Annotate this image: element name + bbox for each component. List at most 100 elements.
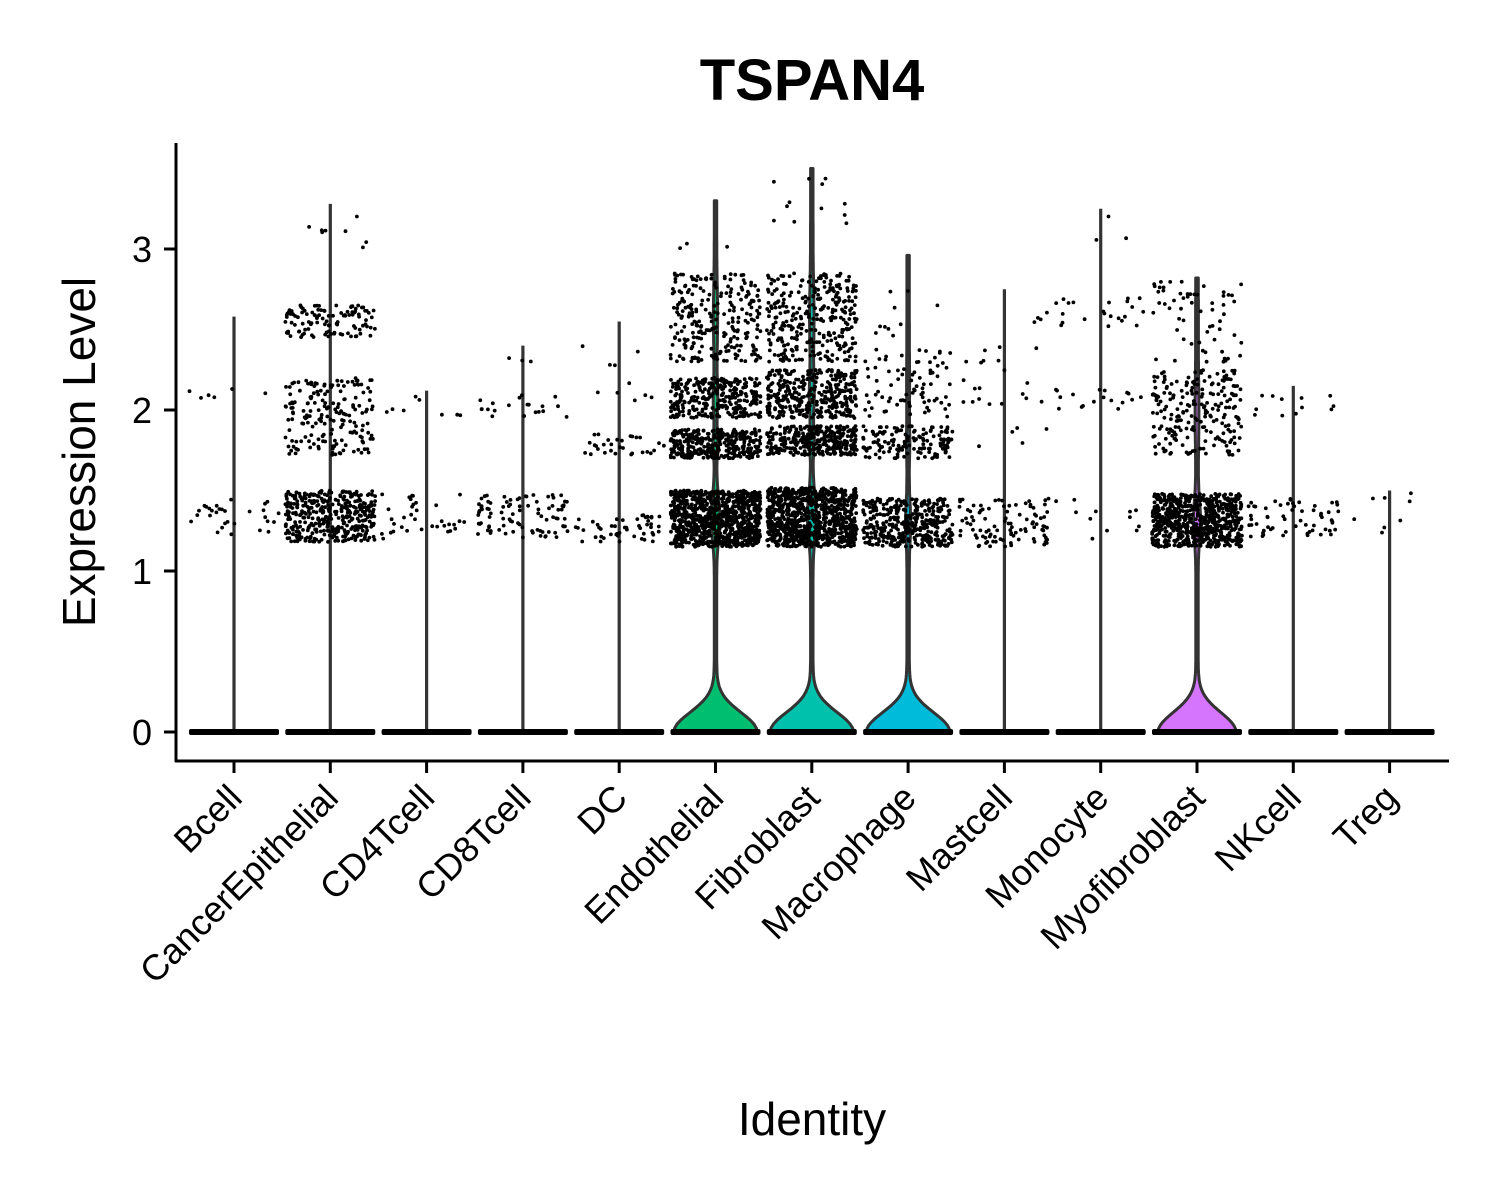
- data-point: [672, 493, 677, 497]
- data-point: [830, 307, 835, 312]
- data-point: [722, 358, 726, 363]
- data-point: [911, 528, 916, 533]
- data-point: [779, 293, 784, 298]
- data-point: [732, 335, 736, 339]
- data-point: [501, 516, 506, 521]
- data-point: [939, 542, 944, 547]
- data-point: [826, 306, 831, 310]
- data-point: [719, 428, 723, 433]
- data-point: [837, 501, 842, 506]
- data-point: [709, 272, 714, 277]
- data-point: [206, 393, 211, 398]
- data-point: [741, 502, 745, 507]
- data-point: [705, 520, 710, 525]
- data-point: [927, 500, 932, 505]
- data-point: [826, 490, 831, 495]
- data-point: [520, 525, 525, 530]
- data-point: [719, 291, 724, 296]
- data-point: [843, 488, 848, 493]
- data-point: [785, 512, 789, 517]
- data-point: [781, 321, 786, 325]
- data-point: [380, 492, 385, 497]
- data-point: [230, 387, 235, 391]
- data-point: [783, 405, 788, 409]
- data-point: [758, 329, 763, 334]
- data-point: [923, 509, 927, 513]
- data-point: [634, 435, 639, 440]
- data-point: [551, 515, 555, 519]
- data-point: [520, 393, 524, 398]
- data-point: [668, 503, 673, 508]
- data-point: [594, 444, 598, 448]
- data-point: [745, 330, 750, 335]
- data-point: [786, 323, 791, 328]
- data-point: [853, 295, 858, 300]
- data-point: [746, 289, 750, 294]
- data-point: [840, 451, 845, 456]
- data-point: [649, 522, 653, 526]
- data-point: [272, 520, 276, 524]
- data-point: [770, 434, 775, 439]
- data-point: [750, 352, 754, 357]
- data-point: [723, 384, 727, 389]
- data-point: [852, 432, 856, 436]
- data-point: [316, 517, 320, 522]
- data-point: [334, 442, 339, 446]
- data-point: [285, 311, 290, 316]
- data-point: [785, 204, 789, 209]
- data-point: [797, 524, 801, 529]
- data-point: [457, 519, 462, 524]
- data-point: [380, 532, 384, 536]
- data-point: [729, 287, 734, 291]
- data-point: [576, 517, 581, 522]
- data-point: [822, 285, 827, 289]
- points-CancerEpithelial: [283, 214, 377, 544]
- data-point: [754, 497, 758, 502]
- data-point: [455, 412, 460, 417]
- data-point: [583, 451, 587, 455]
- data-point: [307, 539, 312, 544]
- data-point: [350, 516, 355, 521]
- data-point: [310, 499, 314, 504]
- data-point: [757, 528, 762, 533]
- data-point: [740, 307, 744, 312]
- data-point: [711, 515, 716, 520]
- data-point: [683, 305, 688, 310]
- data-point: [342, 397, 347, 402]
- data-point: [783, 429, 787, 433]
- violin-group-Endothelial: [668, 199, 763, 735]
- data-point: [837, 410, 842, 415]
- data-point: [686, 448, 691, 453]
- data-point: [737, 528, 742, 533]
- data-point: [712, 433, 717, 437]
- data-point: [811, 447, 816, 452]
- data-point: [476, 513, 481, 517]
- data-point: [293, 520, 297, 525]
- data-point: [748, 402, 753, 407]
- data-point: [722, 440, 727, 445]
- data-point: [326, 540, 330, 544]
- data-point: [343, 443, 348, 448]
- data-point: [338, 389, 343, 394]
- data-point: [778, 326, 783, 331]
- data-point: [753, 430, 758, 435]
- data-point: [685, 502, 690, 506]
- data-point: [808, 539, 812, 544]
- violin-group-Macrophage: [861, 253, 955, 735]
- data-point: [820, 526, 825, 530]
- data-point: [702, 532, 706, 537]
- data-point: [817, 520, 822, 524]
- data-point: [817, 368, 822, 373]
- data-point: [332, 331, 337, 336]
- data-point: [700, 298, 705, 303]
- data-point: [479, 496, 484, 501]
- data-point: [487, 515, 492, 519]
- data-point: [777, 398, 782, 403]
- data-point: [330, 427, 334, 432]
- data-point: [413, 517, 417, 522]
- data-point: [208, 513, 212, 518]
- data-point: [692, 398, 697, 403]
- data-point: [772, 289, 777, 293]
- data-point: [756, 311, 761, 316]
- data-point: [809, 485, 814, 490]
